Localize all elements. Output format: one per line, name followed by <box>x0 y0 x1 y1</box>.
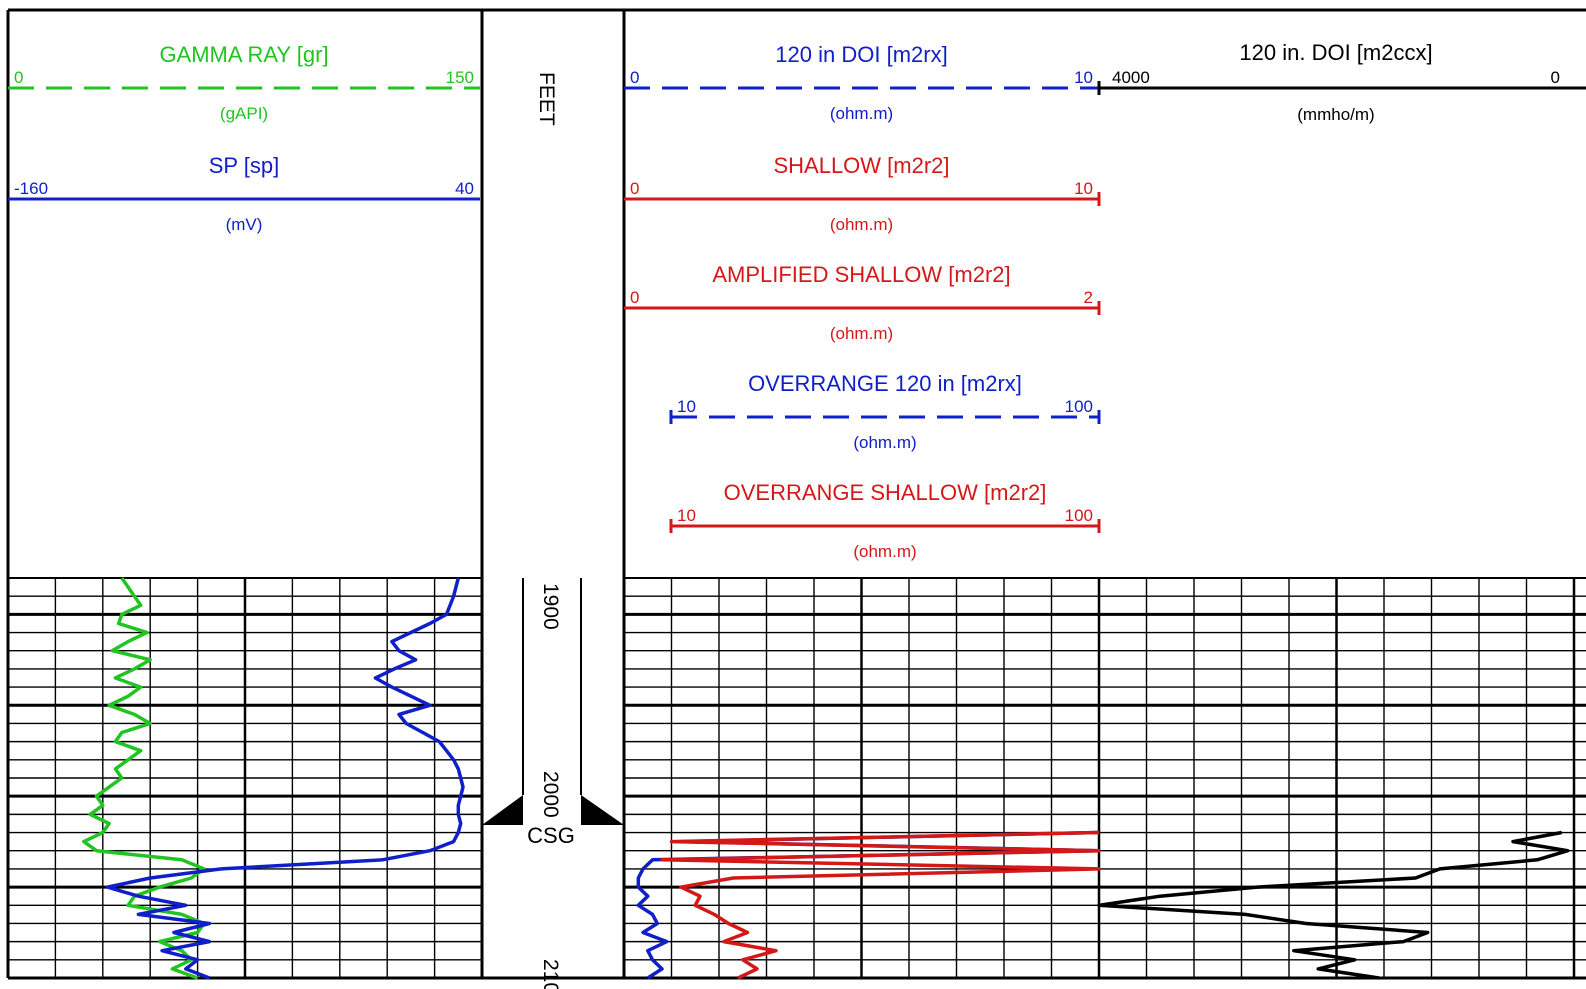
overrange-shallow-header-title: OVERRANGE SHALLOW [m2r2] <box>724 480 1047 505</box>
gamma-ray-header-scale-right: 150 <box>446 68 474 87</box>
overrange-shallow-header-unit: (ohm.m) <box>853 542 916 561</box>
depth-label: 2000 <box>539 771 562 818</box>
overrange-120-header-title: OVERRANGE 120 in [m2rx] <box>748 371 1022 396</box>
overrange-120-header-scale-right: 100 <box>1065 397 1093 416</box>
conductivity-scale-left: 4000 <box>1112 68 1150 87</box>
conductivity-scale-right: 0 <box>1551 68 1560 87</box>
depth-unit-label: FEET <box>535 72 558 126</box>
overrange-120-header-unit: (ohm.m) <box>853 433 916 452</box>
depth-track: FEET 1900 2000 210 CSG <box>482 72 624 989</box>
conductivity-curve <box>1097 830 1570 980</box>
track-headers: GAMMA RAY [gr] 0 150 (gAPI) SP [sp] -160 40 (mV… <box>8 40 1586 561</box>
doi120-header-scale-right: 10 <box>1074 68 1093 87</box>
shallow-header-title: SHALLOW [m2r2] <box>773 153 949 178</box>
gamma-ray-header-unit: (gAPI) <box>220 104 268 123</box>
sp-header-unit: (mV) <box>226 215 263 234</box>
shallow-header-unit: (ohm.m) <box>830 215 893 234</box>
casing-shoe-left <box>482 795 523 825</box>
gamma-ray-curve <box>82 577 206 980</box>
casing-shoe-right <box>581 795 624 825</box>
overrange-120-header-scale-left: 10 <box>677 397 696 416</box>
amplified-shallow-header-unit: (ohm.m) <box>830 324 893 343</box>
sp-header-scale-right: 40 <box>455 179 474 198</box>
gamma-ray-header-scale-left: 0 <box>14 68 23 87</box>
amplified-shallow-header-scale-right: 2 <box>1084 288 1093 307</box>
amplified-shallow-header-title: AMPLIFIED SHALLOW [m2r2] <box>712 262 1010 287</box>
log-curves <box>82 577 1570 980</box>
shallow-curve <box>660 830 1101 980</box>
gamma-ray-header-title: GAMMA RAY [gr] <box>159 42 328 67</box>
conductivity-unit: (mmho/m) <box>1297 105 1374 124</box>
amplified-shallow-header-scale-left: 0 <box>630 288 639 307</box>
doi120-header-scale-left: 0 <box>630 68 639 87</box>
overrange-shallow-header-scale-left: 10 <box>677 506 696 525</box>
doi120-header-unit: (ohm.m) <box>830 104 893 123</box>
sp-curve <box>105 577 465 980</box>
sp-header-scale-left: -160 <box>14 179 48 198</box>
shallow-header-scale-right: 10 <box>1074 179 1093 198</box>
overrange-shallow-header-scale-right: 100 <box>1065 506 1093 525</box>
log-grid <box>7 577 1586 980</box>
conductivity-header-title: 120 in. DOI [m2ccx] <box>1239 40 1432 65</box>
depth-label: 1900 <box>539 583 562 630</box>
depth-label: 210 <box>539 959 562 989</box>
sp-header-title: SP [sp] <box>209 153 280 178</box>
doi120-header-title: 120 in DOI [m2rx] <box>775 42 947 67</box>
shallow-header-scale-left: 0 <box>630 179 639 198</box>
casing-label: CSG <box>527 823 575 848</box>
